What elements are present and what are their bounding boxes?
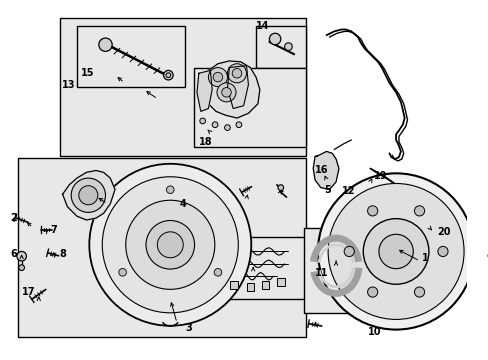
Circle shape [208,68,227,87]
Circle shape [119,269,126,276]
Circle shape [99,38,112,51]
Circle shape [363,219,428,284]
Text: 6: 6 [10,249,17,259]
Text: 7: 7 [50,225,57,235]
Circle shape [166,186,174,194]
Circle shape [102,177,238,313]
Text: 20: 20 [436,228,449,237]
Circle shape [200,118,205,124]
Circle shape [157,232,183,258]
Text: 19: 19 [373,171,387,181]
Bar [194,68,305,147]
Bar [261,281,269,289]
Bar [303,228,371,314]
Bar [60,18,305,156]
Circle shape [367,206,377,216]
Text: 10: 10 [367,328,380,337]
Bar [230,281,238,289]
Circle shape [217,83,236,102]
Circle shape [165,73,170,77]
Circle shape [125,200,214,289]
Circle shape [232,68,241,78]
Text: 8: 8 [60,249,66,259]
Circle shape [277,185,283,190]
Polygon shape [227,66,248,109]
Circle shape [378,234,412,269]
Circle shape [146,220,194,269]
Bar [256,26,305,68]
Text: 18: 18 [199,137,212,147]
Polygon shape [201,61,259,118]
Bar [18,158,305,337]
Text: 5: 5 [324,185,331,194]
Polygon shape [197,71,212,111]
Circle shape [214,269,222,276]
Circle shape [236,122,241,127]
Polygon shape [62,171,115,220]
Text: 17: 17 [21,287,35,297]
Circle shape [19,265,24,270]
Polygon shape [313,152,338,189]
Circle shape [284,43,292,50]
Circle shape [17,251,26,261]
Text: 9: 9 [486,253,488,263]
Bar [77,26,184,87]
Circle shape [213,72,222,82]
Bar [276,278,284,286]
Circle shape [269,33,280,45]
Circle shape [414,206,424,216]
Bar [218,237,305,299]
Circle shape [327,184,463,319]
Circle shape [367,287,377,297]
Bar [246,283,254,291]
Circle shape [414,287,424,297]
Text: 14: 14 [256,21,269,31]
Text: 16: 16 [314,166,328,175]
Circle shape [317,173,473,330]
Text: 2: 2 [10,213,17,223]
Circle shape [212,122,218,127]
Text: 11: 11 [314,268,328,278]
Circle shape [224,125,230,130]
Text: 4: 4 [180,199,186,209]
Circle shape [437,246,447,257]
Text: 1: 1 [421,253,427,263]
Circle shape [344,246,354,257]
Text: 3: 3 [185,323,192,333]
Text: 13: 13 [61,80,75,90]
Text: 12: 12 [341,186,355,197]
Circle shape [79,186,98,205]
Circle shape [89,164,251,326]
Circle shape [163,71,173,80]
Circle shape [227,64,246,83]
Text: 15: 15 [81,68,94,78]
Circle shape [71,178,105,212]
Circle shape [221,87,231,97]
